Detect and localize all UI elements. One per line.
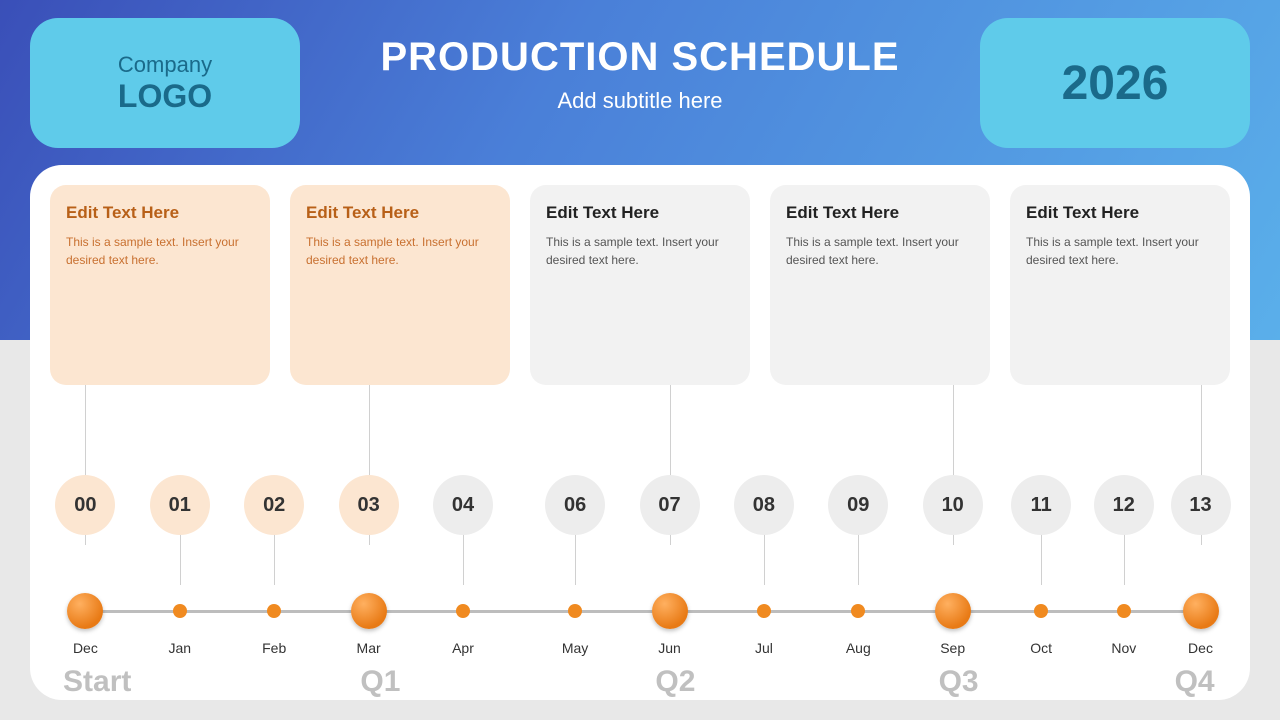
number-bubble: 10: [923, 475, 983, 535]
info-card: Edit Text Here This is a sample text. Ins…: [530, 185, 750, 385]
timeline-point: 09 Aug: [828, 385, 888, 700]
month-label: May: [545, 640, 605, 656]
timeline-point: 10 Sep: [923, 385, 983, 700]
info-card: Edit Text Here This is a sample text. Ins…: [1010, 185, 1230, 385]
month-label: Feb: [244, 640, 304, 656]
card-title: Edit Text Here: [546, 203, 734, 223]
month-label: Apr: [433, 640, 493, 656]
card-body: This is a sample text. Insert your desir…: [66, 233, 254, 269]
timeline-dot: [652, 593, 688, 629]
number-bubble: 11: [1011, 475, 1071, 535]
card-body: This is a sample text. Insert your desir…: [306, 233, 494, 269]
timeline-dot: [173, 604, 187, 618]
card-title: Edit Text Here: [786, 203, 974, 223]
timeline-dot: [851, 604, 865, 618]
month-label: Nov: [1094, 640, 1154, 656]
number-bubble: 02: [244, 475, 304, 535]
timeline-point: 02 Feb: [244, 385, 304, 700]
number-bubble: 08: [734, 475, 794, 535]
timeline-point: 07 Jun: [640, 385, 700, 700]
content-panel: Edit Text Here This is a sample text. Ins…: [30, 165, 1250, 700]
month-label: Dec: [55, 640, 115, 656]
info-card: Edit Text Here This is a sample text. Ins…: [770, 185, 990, 385]
number-bubble: 03: [339, 475, 399, 535]
timeline-point: 11 Oct: [1011, 385, 1071, 700]
timeline-dot: [456, 604, 470, 618]
number-bubble: 13: [1171, 475, 1231, 535]
timeline-point: 06 May: [545, 385, 605, 700]
number-bubble: 12: [1094, 475, 1154, 535]
card-title: Edit Text Here: [66, 203, 254, 223]
timeline-dot: [351, 593, 387, 629]
timeline-dot: [67, 593, 103, 629]
timeline-point: 12 Nov: [1094, 385, 1154, 700]
number-bubble: 01: [150, 475, 210, 535]
card-title: Edit Text Here: [306, 203, 494, 223]
month-label: Jul: [734, 640, 794, 656]
number-bubble: 07: [640, 475, 700, 535]
month-label: Aug: [828, 640, 888, 656]
info-card: Edit Text Here This is a sample text. Ins…: [290, 185, 510, 385]
number-bubble: 04: [433, 475, 493, 535]
year-badge: 2026: [980, 18, 1250, 148]
number-bubble: 09: [828, 475, 888, 535]
timeline-dot: [1034, 604, 1048, 618]
month-label: Dec: [1171, 640, 1231, 656]
card-body: This is a sample text. Insert your desir…: [1026, 233, 1214, 269]
timeline-dot: [1117, 604, 1131, 618]
timeline: StartQ1Q2Q3Q4 00Dec01Jan02Feb03Mar04Apr0…: [50, 385, 1230, 700]
timeline-dot: [1183, 593, 1219, 629]
timeline-point: 01 Jan: [150, 385, 210, 700]
month-label: Mar: [339, 640, 399, 656]
month-label: Jan: [150, 640, 210, 656]
timeline-point: 04 Apr: [433, 385, 493, 700]
timeline-point: 13 Dec: [1171, 385, 1231, 700]
timeline-dot: [568, 604, 582, 618]
month-label: Jun: [640, 640, 700, 656]
month-label: Oct: [1011, 640, 1071, 656]
info-card: Edit Text Here This is a sample text. Ins…: [50, 185, 270, 385]
timeline-dot: [757, 604, 771, 618]
number-bubble: 00: [55, 475, 115, 535]
timeline-dot: [267, 604, 281, 618]
card-body: This is a sample text. Insert your desir…: [546, 233, 734, 269]
card-row: Edit Text Here This is a sample text. Ins…: [50, 185, 1230, 385]
card-body: This is a sample text. Insert your desir…: [786, 233, 974, 269]
month-label: Sep: [923, 640, 983, 656]
timeline-point: 00 Dec: [55, 385, 115, 700]
card-title: Edit Text Here: [1026, 203, 1214, 223]
timeline-point: 08 Jul: [734, 385, 794, 700]
number-bubble: 06: [545, 475, 605, 535]
timeline-dot: [935, 593, 971, 629]
timeline-point: 03 Mar: [339, 385, 399, 700]
